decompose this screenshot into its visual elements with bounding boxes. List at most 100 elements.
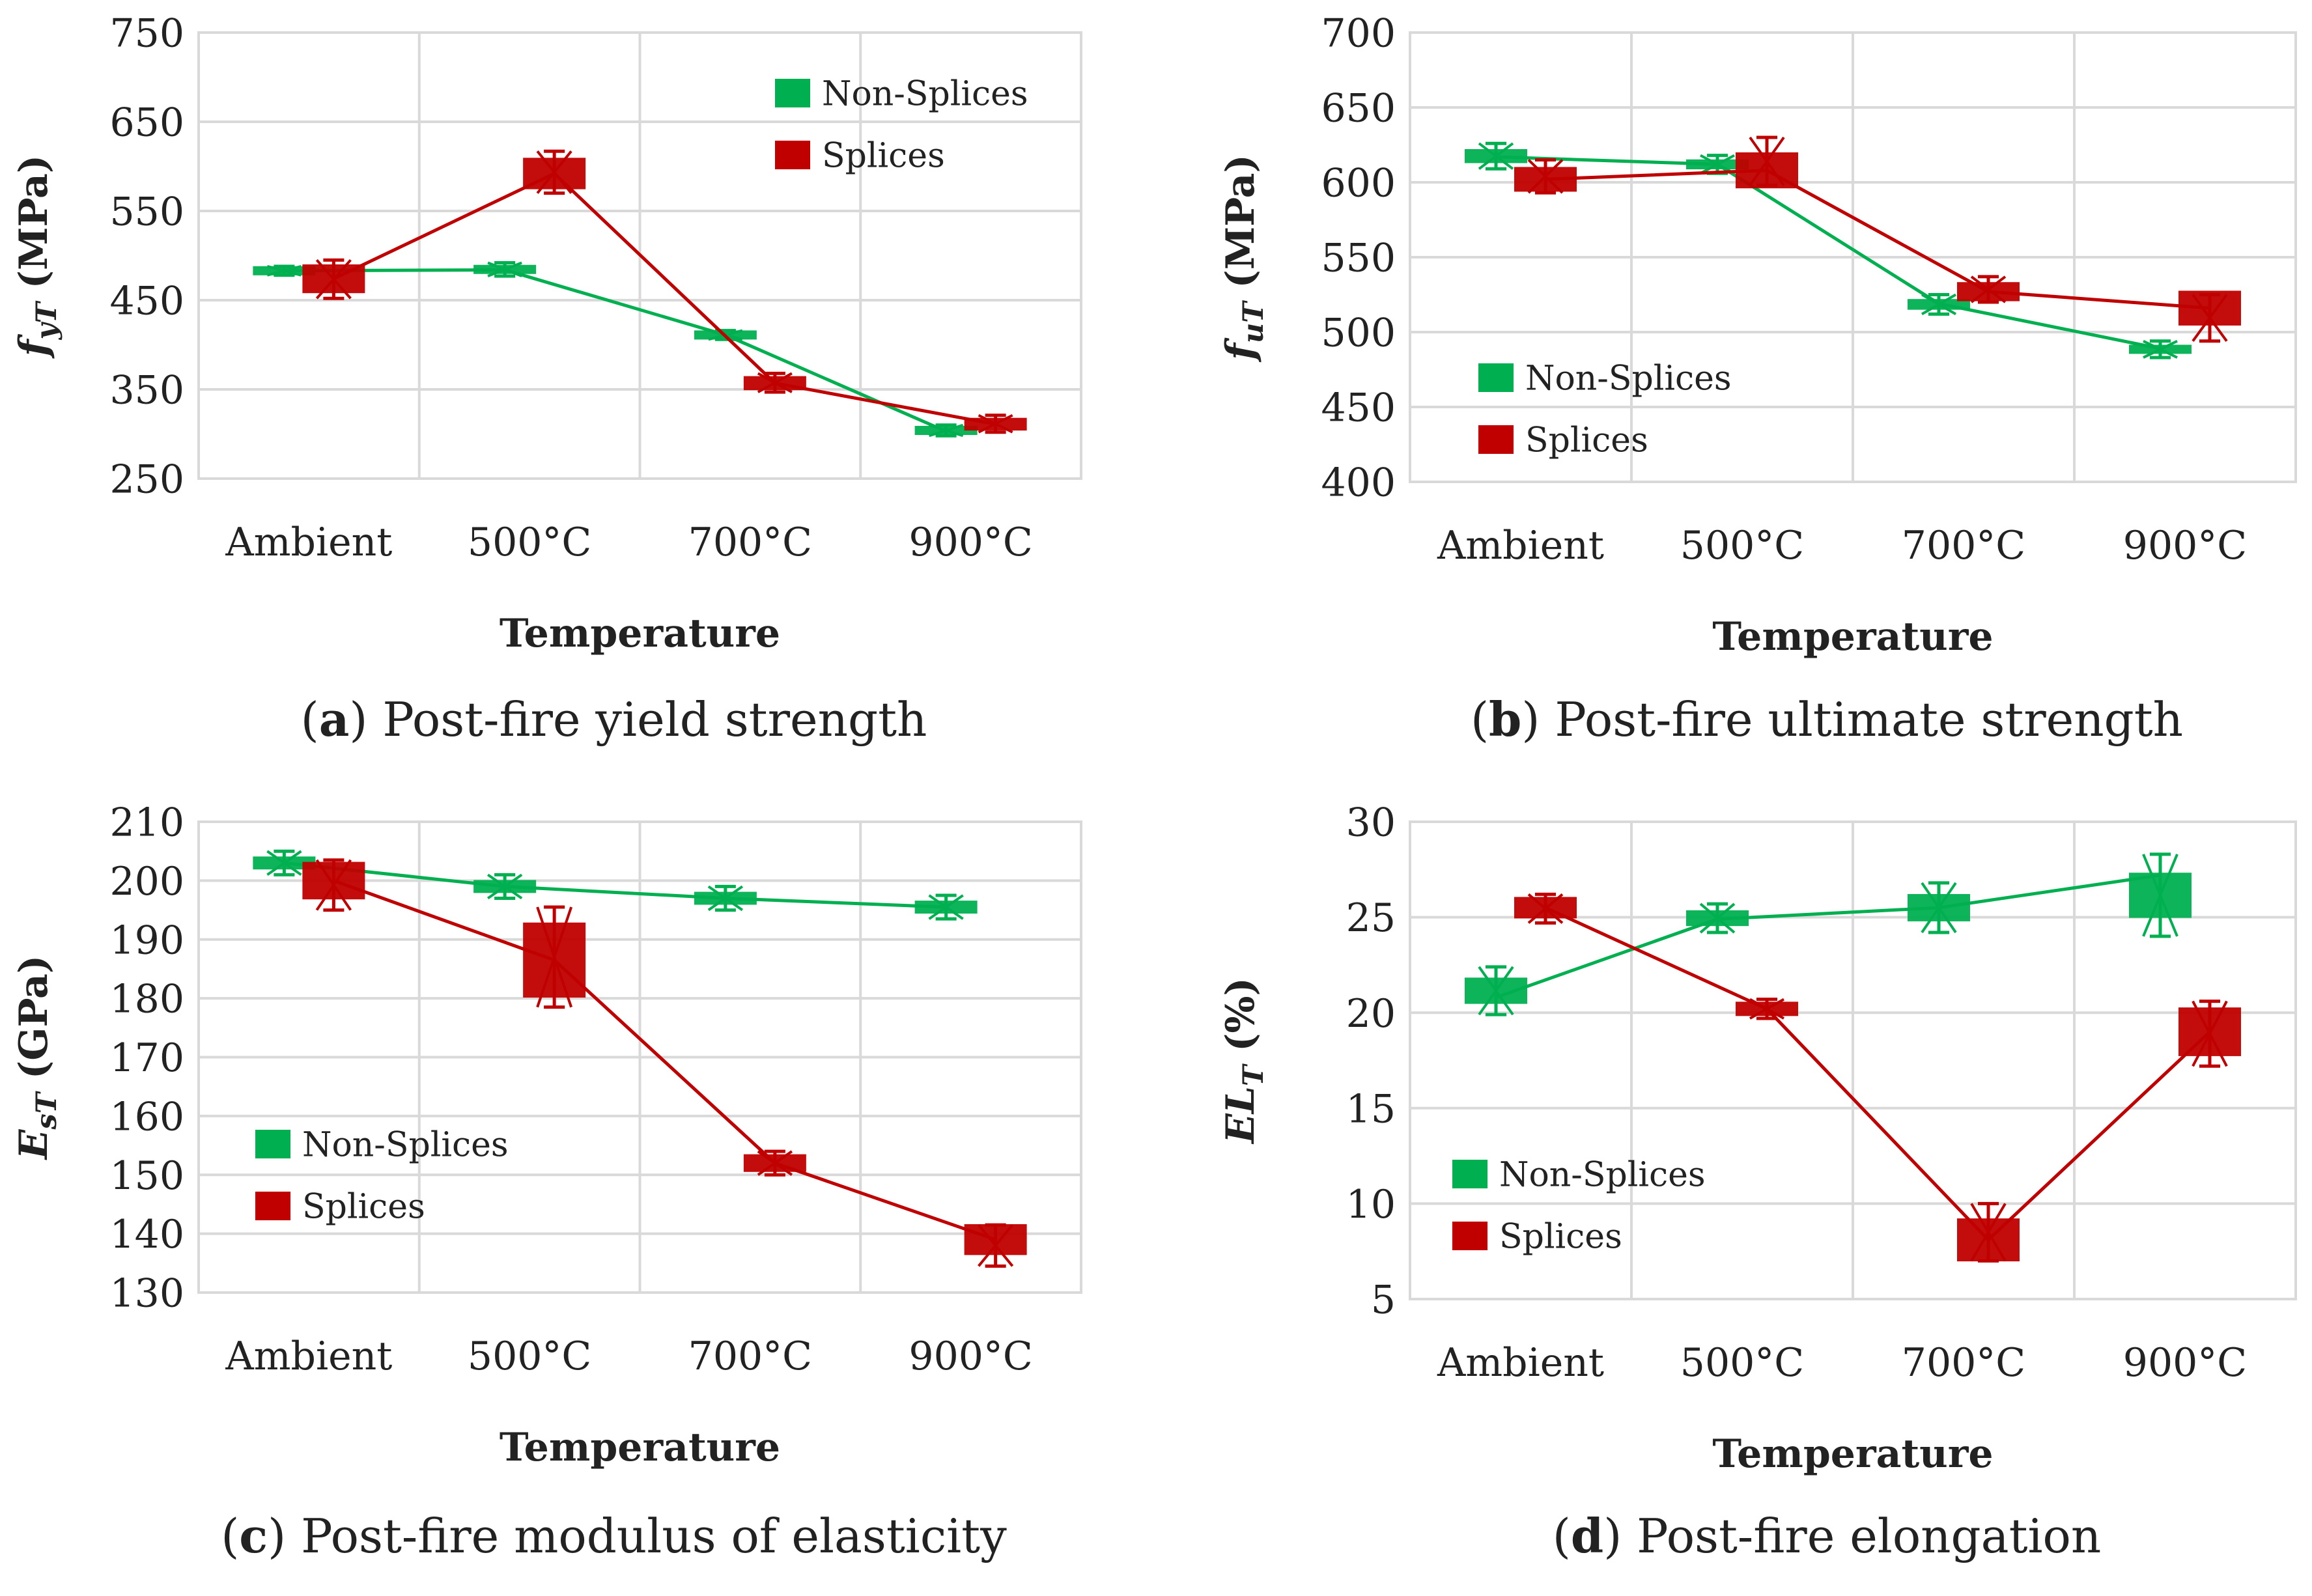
y-axis-title: fyT (MPa) [11,155,63,359]
series-splices [1514,892,2241,1263]
whisker-cross [1749,998,1784,1020]
whisker-cross [1478,966,1514,1016]
series-line [284,861,946,909]
series-line [1544,906,2211,1242]
y-tick-label: 150 [109,1153,184,1199]
data-marker [2178,290,2241,326]
data-point [964,1223,1027,1268]
y-tick-label: 650 [109,100,184,146]
y-axis-title-unit: (MPa) [1218,154,1263,301]
chart-panel-c: 130 140 150 160 170 180 190 200 210 Ambient 500°C 7… [11,800,1082,1563]
y-tick-label: 210 [109,800,184,846]
y-tick-label: 190 [109,917,184,963]
whisker-cross [315,859,352,911]
caption-text: Post-fire yield strength [367,692,927,747]
data-point [964,413,1027,434]
legend-label: Non-Splices [302,1126,509,1165]
whisker-cross [1699,903,1736,934]
whisker-cross [315,259,352,300]
legend-swatch [1452,1160,1487,1188]
caption-paren-open: ( [1471,692,1489,747]
data-marker [1957,1218,2020,1262]
whisker-cross [1527,893,1564,924]
y-tick-label: 200 [109,859,184,904]
x-tick-label: 900°C [909,520,1032,565]
x-tick-label: 700°C [688,1334,812,1379]
x-tick-label: 900°C [2123,523,2247,568]
data-point [253,849,316,876]
data-marker [1736,152,1798,189]
series-line [284,268,947,433]
whisker-cross [1970,275,2007,303]
data-point [743,371,806,394]
legend-swatch [1452,1222,1487,1250]
caption-paren-close: ) [349,692,367,747]
y-tick-label: 350 [109,368,184,413]
y-tick-label: 450 [1321,385,1396,431]
x-axis-title: Temperature [1712,1431,1993,1477]
y-axis-title-unit: (GPa) [11,955,57,1093]
panel-caption: (b) Post-fire ultimate strength [1471,692,2183,747]
series-line [1495,873,2161,1000]
y-tick-label: 450 [109,279,184,324]
x-tick-label: 700°C [1902,523,2025,568]
series-line [333,879,996,1242]
y-tick-label: 30 [1346,800,1396,846]
data-point [1465,141,1527,171]
data-point [1957,275,2020,304]
caption-paren-open: ( [1553,1509,1571,1563]
series-non-splices [253,849,978,921]
x-tick-label: Ambient [1437,1340,1604,1386]
y-tick-label: 130 [109,1271,184,1317]
y-axis-title: EsT (GPa) [11,955,63,1160]
data-point [2129,852,2192,938]
y-tick-label: 250 [109,457,184,503]
data-point [473,260,537,278]
caption-text: Post-fire ultimate strength [1540,692,2183,747]
x-tick-label: 900°C [909,1334,1032,1379]
y-tick-label: 160 [109,1094,184,1140]
caption-letter: d [1571,1508,1603,1563]
legend-swatch [1478,363,1514,392]
caption-letter: c [239,1508,268,1563]
whisker-cross [1478,142,1514,170]
data-point [1465,965,1527,1016]
caption-paren-close: ) [1603,1509,1622,1563]
panel-caption: (d) Post-fire elongation [1553,1508,2102,1563]
y-tick-label: 400 [1321,460,1396,506]
data-point [743,1149,806,1177]
caption-letter: b [1489,692,1521,747]
series-non-splices [1465,141,2192,359]
series-splices [302,149,1027,434]
y-tick-label: 5 [1371,1278,1396,1323]
whisker-cross [266,850,302,876]
data-point [473,873,537,900]
y-tick-label: 500 [1321,311,1396,356]
y-axis-title: ELT (%) [1218,977,1270,1145]
data-point [914,893,978,921]
whisker-cross [266,265,302,277]
whisker-cross [978,1224,1014,1267]
series-non-splices [1465,852,2192,1016]
y-tick-label: 25 [1346,895,1396,941]
legend-label: Non-Splices [1499,1156,1706,1195]
series-line [1545,169,2210,310]
legend-label: Splices [1525,421,1648,460]
chart-panel-a: 250 350 450 550 650 750 Ambient 500°C 700°C 900°C… [11,11,1082,747]
x-tick-label: 900°C [2123,1340,2247,1386]
caption-paren-open: ( [221,1509,239,1563]
y-axis-title-unit: (MPa) [11,155,57,302]
data-point [2178,290,2241,343]
data-point [1736,998,1798,1020]
whisker-cross [2142,854,2178,937]
y-axis-title: fuT (MPa) [1218,154,1270,363]
whisker-cross [2192,1000,2228,1067]
x-tick-label: 700°C [688,520,812,565]
y-tick-label: 15 [1346,1086,1396,1132]
caption-text: Post-fire modulus of elasticity [286,1509,1007,1563]
x-tick-label: 500°C [468,1334,591,1379]
x-tick-label: 500°C [1680,1340,1804,1386]
y-tick-label: 600 [1321,161,1396,206]
data-marker [964,1224,1027,1255]
